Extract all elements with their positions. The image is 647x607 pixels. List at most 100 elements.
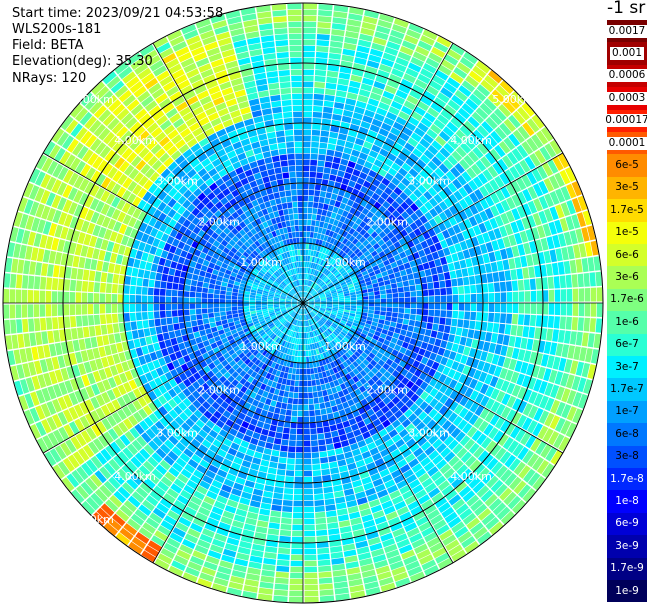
beta-cell [467,266,475,276]
beta-cell [353,333,360,339]
beta-cell [344,451,353,459]
beta-cell [394,533,408,543]
beta-cell [177,290,184,297]
beta-cell [510,221,519,234]
beta-cell [423,112,436,123]
beta-cell [335,345,341,351]
beta-cell [384,479,396,489]
beta-cell [295,313,299,319]
beta-cell [363,260,370,267]
beta-cell [28,318,35,332]
beta-cell [350,303,357,306]
beta-cell [183,258,191,266]
beta-cell [334,226,341,234]
beta-cell [329,266,335,272]
beta-cell [134,423,145,435]
beta-cell [54,224,63,238]
beta-cell [387,268,394,275]
beta-cell [362,115,373,124]
beta-cell [197,578,213,588]
beta-cell [343,327,350,332]
beta-cell [177,309,184,317]
beta-cell [339,258,345,265]
beta-cell [540,328,548,341]
beta-cell [505,281,513,292]
beta-cell [486,475,499,489]
beta-cell [303,81,314,88]
beta-cell [287,397,293,404]
beta-cell [438,405,449,416]
beta-cell [206,333,214,340]
beta-cell [314,304,321,306]
beta-cell [184,506,197,517]
beta-cell [400,220,409,229]
beta-cell [296,434,303,441]
beta-cell [548,369,558,384]
beta-cell [533,393,544,407]
beta-cell [266,411,274,419]
beta-cell [305,320,308,327]
beta-cell [421,315,428,322]
beta-cell [244,291,251,295]
beta-cell [33,360,43,375]
beta-cell [95,358,104,370]
beta-cell [490,192,500,204]
beta-cell [409,285,416,292]
beta-cell [7,350,16,366]
beta-cell [267,360,273,367]
beta-cell [255,303,262,306]
beta-cell [182,572,198,583]
beta-cell [579,347,587,362]
beta-cell [363,250,371,257]
beta-cell [243,485,254,494]
beta-cell [386,41,401,51]
beta-cell [452,310,459,319]
beta-cell [426,237,434,247]
beta-cell [429,244,437,253]
beta-cell [407,566,423,577]
beta-cell [404,225,413,234]
beta-cell [297,404,303,411]
beta-cell [74,243,83,256]
beta-cell [319,583,333,590]
beta-cell [259,396,267,404]
beta-cell [29,168,41,184]
beta-cell [265,540,278,548]
beta-cell [31,247,39,261]
beta-cell [93,282,100,293]
beta-cell [17,259,25,274]
beta-cell [169,353,177,362]
beta-cell [368,499,381,508]
beta-cell [378,527,391,536]
beta-cell [427,187,438,197]
beta-cell [143,416,154,428]
beta-cell [338,370,345,378]
beta-cell [85,385,95,398]
beta-cell [434,309,441,317]
beta-cell [332,563,346,571]
beta-cell [286,379,291,386]
beta-cell [166,488,179,499]
beta-cell [116,396,127,408]
beta-cell [197,405,207,414]
beta-cell [356,303,363,306]
beta-cell [367,313,374,318]
beta-cell [415,397,424,407]
beta-cell [288,317,293,322]
beta-cell [183,484,195,495]
beta-cell [542,428,554,443]
beta-cell [306,261,310,268]
beta-cell [351,353,358,361]
beta-cell [286,296,292,300]
beta-cell [232,520,244,529]
beta-cell [309,165,317,172]
beta-cell [354,388,362,396]
beta-cell [470,284,477,294]
beta-cell [111,304,118,313]
beta-cell [257,288,263,293]
beta-cell [93,314,101,325]
beta-cell [333,442,342,449]
beta-cell [3,288,10,303]
beta-cell [232,288,239,293]
beta-cell [407,325,414,332]
